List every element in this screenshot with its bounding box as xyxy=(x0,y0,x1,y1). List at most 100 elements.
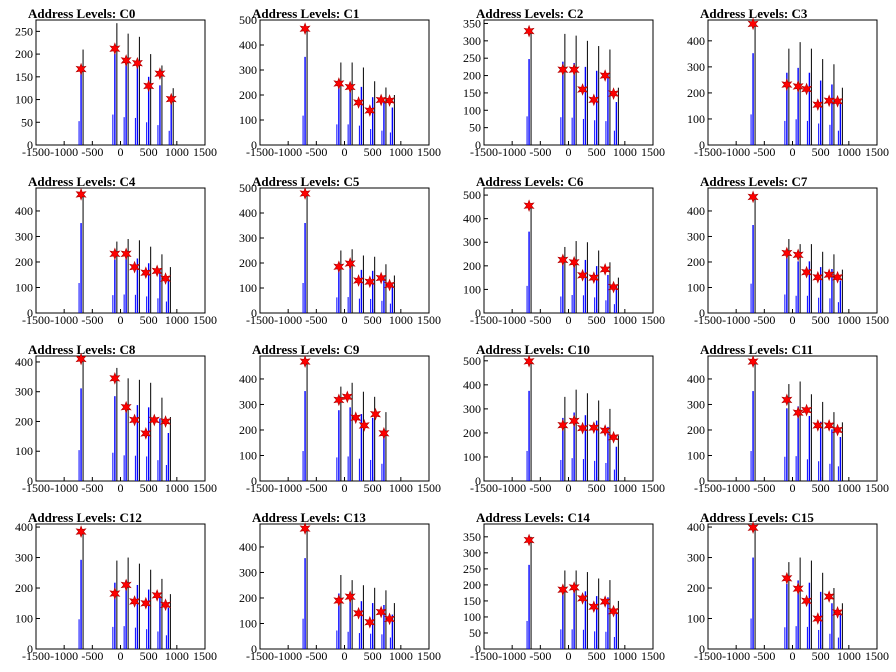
level-marker xyxy=(154,67,166,81)
level-marker xyxy=(364,104,376,117)
y-tick-label: 100 xyxy=(463,450,481,464)
level-marker xyxy=(781,246,793,260)
x-tick-label: 500 xyxy=(364,649,382,663)
chart-title: Address Levels: C12 xyxy=(28,510,142,525)
x-tick-label: 0 xyxy=(790,313,796,327)
level-marker xyxy=(120,54,132,67)
level-marker xyxy=(148,413,160,427)
y-tick-label: 200 xyxy=(15,47,33,61)
y-tick-label: 200 xyxy=(15,414,33,428)
x-tick-label: 1500 xyxy=(417,649,441,663)
y-tick-label: 400 xyxy=(239,206,257,220)
x-tick-label: 0 xyxy=(790,145,796,159)
y-tick-label: 250 xyxy=(15,24,33,38)
y-tick-label: 100 xyxy=(687,448,705,462)
level-marker xyxy=(120,578,132,592)
y-tick-label: 0 xyxy=(475,306,481,320)
x-tick-label: -500 xyxy=(305,481,327,495)
level-marker xyxy=(747,521,759,535)
y-tick-label: 300 xyxy=(463,34,481,48)
chart-title: Address Levels: C8 xyxy=(28,342,136,357)
panel-svg: Address Levels: C50100200300400500-1500-… xyxy=(239,174,441,327)
y-tick-label: 100 xyxy=(687,612,705,626)
y-tick-label: 200 xyxy=(463,578,481,592)
x-tick-label: -1500 xyxy=(694,145,722,159)
level-marker xyxy=(599,595,611,608)
x-tick-label: 0 xyxy=(566,145,572,159)
chart-title: Address Levels: C0 xyxy=(28,6,135,21)
level-marker xyxy=(812,419,824,432)
x-tick-label: -1500 xyxy=(22,481,50,495)
level-marker xyxy=(75,62,87,76)
x-tick-label: -1000 xyxy=(498,649,526,663)
y-tick-label: 300 xyxy=(239,565,257,579)
level-marker xyxy=(588,600,600,614)
x-tick-label: 500 xyxy=(588,145,606,159)
x-tick-label: -500 xyxy=(753,649,775,663)
level-marker xyxy=(557,253,569,267)
panel-svg: Address Levels: C60100200300400500-1500-… xyxy=(463,174,665,327)
x-tick-label: -1500 xyxy=(694,649,722,663)
x-tick-label: -1000 xyxy=(274,145,302,159)
x-tick-label: -1500 xyxy=(246,145,274,159)
chart-title: Address Levels: C7 xyxy=(700,174,808,189)
plot-frame xyxy=(35,523,206,650)
level-marker xyxy=(781,78,793,91)
x-tick-label: -1000 xyxy=(50,481,78,495)
level-marker xyxy=(350,411,362,425)
address-levels-panel: Address Levels: C4 0 100 200 300 400 -1500 -100… xyxy=(0,168,224,336)
x-tick-label: 1500 xyxy=(865,649,889,663)
level-marker xyxy=(369,407,382,421)
level-marker xyxy=(140,266,152,280)
level-marker xyxy=(165,92,177,106)
y-tick-label: 100 xyxy=(15,280,33,294)
level-marker xyxy=(568,581,580,594)
level-marker xyxy=(353,606,365,620)
y-tick-label: 250 xyxy=(463,51,481,65)
x-tick-label: -1500 xyxy=(694,481,722,495)
x-tick-label: -500 xyxy=(529,481,551,495)
level-marker xyxy=(151,588,163,602)
x-tick-label: -500 xyxy=(81,145,103,159)
plot-frame xyxy=(483,355,654,482)
x-tick-label: -1000 xyxy=(722,649,750,663)
y-tick-label: 0 xyxy=(475,138,481,152)
y-tick-label: 100 xyxy=(687,112,705,126)
chart-title: Address Levels: C5 xyxy=(252,174,360,189)
panel-svg: Address Levels: C7 0 100 200 300 400 -1500 -100… xyxy=(687,174,889,327)
x-tick-label: 1000 xyxy=(837,145,861,159)
y-tick-label: 400 xyxy=(239,540,257,554)
level-marker xyxy=(608,280,620,294)
x-tick-label: 1000 xyxy=(165,145,189,159)
level-marker xyxy=(599,69,611,82)
x-tick-label: -500 xyxy=(529,313,551,327)
x-tick-label: 0 xyxy=(342,313,348,327)
y-tick-label: 300 xyxy=(687,397,705,411)
x-tick-label: -1500 xyxy=(22,313,50,327)
address-levels-panel: Address Levels: C7 0 100 200 300 400 -1500 -100… xyxy=(672,168,896,336)
y-tick-label: 0 xyxy=(27,642,33,656)
x-tick-label: -500 xyxy=(305,313,327,327)
level-marker xyxy=(832,423,844,437)
y-tick-label: 300 xyxy=(15,229,33,243)
y-tick-label: 500 xyxy=(239,181,257,195)
x-tick-label: 1000 xyxy=(837,649,861,663)
y-tick-label: 300 xyxy=(687,551,705,565)
level-marker xyxy=(599,424,611,437)
x-tick-label: -1500 xyxy=(246,313,274,327)
level-marker xyxy=(801,594,813,608)
chart-title: Address Levels: C9 xyxy=(252,342,360,357)
y-tick-label: 200 xyxy=(463,426,481,440)
x-tick-label: 500 xyxy=(364,145,382,159)
plot-frame xyxy=(35,355,206,482)
level-marker xyxy=(812,98,824,112)
level-marker xyxy=(568,255,580,269)
x-tick-label: 500 xyxy=(364,481,382,495)
y-tick-label: 0 xyxy=(251,642,257,656)
level-marker xyxy=(384,278,396,292)
panel-svg: Address Levels: C0 0 50 100 150 200 250 -1500 -1… xyxy=(15,6,217,159)
y-tick-label: 150 xyxy=(463,86,481,100)
x-tick-label: 1500 xyxy=(641,649,665,663)
level-marker xyxy=(832,94,844,108)
x-tick-label: 1500 xyxy=(865,145,889,159)
